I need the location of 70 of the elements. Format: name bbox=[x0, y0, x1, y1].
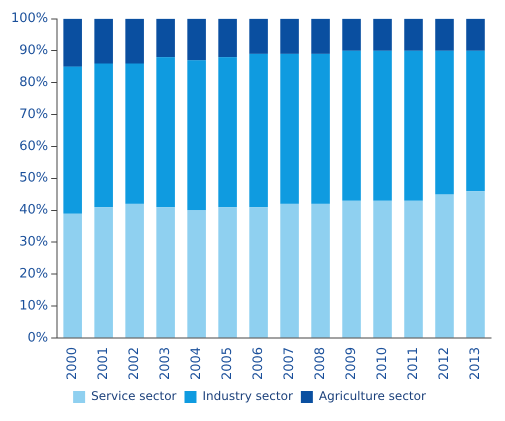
legend-label: Agriculture sector bbox=[318, 389, 426, 404]
bar bbox=[373, 200, 392, 338]
x-tick-label: 2004 bbox=[188, 346, 204, 380]
bar bbox=[94, 207, 113, 338]
bar bbox=[404, 200, 423, 338]
bar bbox=[125, 204, 144, 338]
bar bbox=[373, 50, 392, 201]
bar bbox=[249, 54, 268, 208]
x-tick-label: 2010 bbox=[374, 346, 390, 380]
bar bbox=[218, 207, 237, 338]
bar bbox=[435, 50, 454, 194]
bar bbox=[63, 18, 82, 67]
bar bbox=[156, 207, 175, 338]
y-tick-label: 70% bbox=[19, 106, 48, 122]
y-tick-label: 100% bbox=[10, 11, 48, 26]
y-tick-label: 40% bbox=[19, 202, 48, 218]
x-tick-label: 2007 bbox=[282, 346, 297, 380]
bar bbox=[311, 18, 330, 54]
bar bbox=[280, 54, 299, 204]
bar bbox=[404, 18, 423, 51]
bar bbox=[156, 18, 175, 58]
bar bbox=[311, 204, 330, 338]
bar bbox=[435, 18, 454, 51]
y-tick-label: 50% bbox=[19, 170, 48, 186]
bar bbox=[466, 18, 485, 51]
x-tick-label: 2000 bbox=[65, 346, 80, 380]
x-tick-label: 2009 bbox=[344, 346, 359, 380]
bar bbox=[187, 18, 206, 60]
bar bbox=[125, 18, 144, 64]
x-tick-label: 2002 bbox=[127, 346, 142, 380]
bar bbox=[94, 18, 113, 64]
y-tick-label: 0% bbox=[28, 330, 48, 346]
bar bbox=[187, 60, 206, 210]
bar bbox=[342, 50, 361, 201]
y-tick-label: 60% bbox=[19, 138, 48, 154]
y-tick-label: 90% bbox=[19, 43, 48, 58]
bar bbox=[404, 50, 423, 201]
legend-label: Industry sector bbox=[202, 389, 293, 404]
bar bbox=[218, 18, 237, 58]
bar bbox=[249, 18, 268, 54]
y-tick-label: 10% bbox=[19, 298, 48, 314]
bar bbox=[249, 207, 268, 338]
y-tick-label: 80% bbox=[19, 75, 48, 90]
bar bbox=[342, 200, 361, 338]
x-tick-label: 2001 bbox=[96, 346, 112, 380]
bar bbox=[94, 63, 113, 208]
x-tick-label: 2012 bbox=[436, 346, 452, 380]
bar bbox=[187, 210, 206, 338]
bar bbox=[342, 18, 361, 51]
bar bbox=[280, 18, 299, 54]
bar bbox=[435, 194, 454, 338]
y-tick-label: 20% bbox=[19, 266, 48, 282]
bar bbox=[373, 18, 392, 51]
bar bbox=[466, 50, 485, 192]
bar bbox=[125, 63, 144, 204]
bar bbox=[218, 57, 237, 208]
x-tick-label: 2011 bbox=[406, 346, 421, 380]
x-tick-label: 2005 bbox=[220, 346, 235, 380]
bar bbox=[156, 57, 175, 208]
bar bbox=[280, 204, 299, 338]
x-tick-label: 2003 bbox=[158, 346, 173, 380]
bar bbox=[466, 191, 485, 338]
x-tick-label: 2013 bbox=[468, 346, 483, 380]
y-tick-label: 30% bbox=[19, 234, 48, 250]
x-tick-label: 2006 bbox=[250, 346, 266, 380]
bar bbox=[311, 54, 330, 204]
legend-label: Service sector bbox=[91, 389, 177, 404]
bar bbox=[63, 66, 82, 214]
bar bbox=[63, 213, 82, 338]
x-tick-label: 2008 bbox=[312, 346, 328, 380]
